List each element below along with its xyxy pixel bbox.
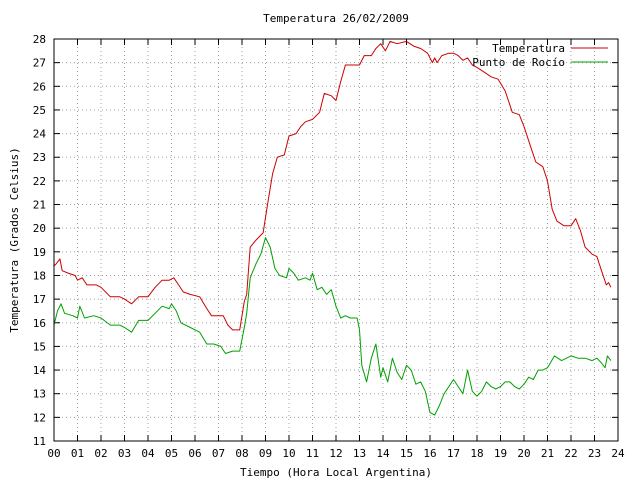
y-tick-label: 21 <box>33 199 46 212</box>
x-tick-label: 24 <box>611 447 625 460</box>
x-tick-label: 14 <box>376 447 390 460</box>
x-tick-label: 11 <box>306 447 319 460</box>
legend-label-0: Temperatura <box>492 42 565 55</box>
x-tick-label: 18 <box>470 447 483 460</box>
y-tick-label: 15 <box>33 340 46 353</box>
y-tick-label: 27 <box>33 57 46 70</box>
y-axis-label: Temperatura (Grados Celsius) <box>8 147 21 332</box>
x-tick-label: 22 <box>564 447 577 460</box>
x-tick-label: 06 <box>188 447 201 460</box>
y-tick-label: 25 <box>33 104 46 117</box>
y-tick-label: 20 <box>33 222 46 235</box>
x-tick-label: 19 <box>494 447 507 460</box>
x-tick-label: 02 <box>94 447 107 460</box>
x-tick-label: 04 <box>141 447 155 460</box>
y-tick-label: 28 <box>33 33 46 46</box>
x-tick-label: 09 <box>259 447 272 460</box>
grid-lines <box>54 39 618 441</box>
y-tick-label: 11 <box>33 435 46 448</box>
legend-label-1: Punto de Rocío <box>472 56 565 69</box>
series-line-0 <box>53 40 612 331</box>
x-tick-label: 15 <box>400 447 413 460</box>
axis-ticks <box>53 38 619 442</box>
x-axis-label: Tiempo (Hora Local Argentina) <box>240 466 432 479</box>
x-tick-label: 12 <box>329 447 342 460</box>
series-line-1 <box>53 237 612 416</box>
x-tick-label: 01 <box>71 447 84 460</box>
x-tick-label: 23 <box>588 447 601 460</box>
x-tick-label: 21 <box>541 447 554 460</box>
y-tick-label: 19 <box>33 246 46 259</box>
y-tick-label: 13 <box>33 388 46 401</box>
x-tick-label: 20 <box>517 447 530 460</box>
x-tick-label: 13 <box>353 447 366 460</box>
y-tick-label: 17 <box>33 293 46 306</box>
y-tick-label: 24 <box>33 128 47 141</box>
y-tick-label: 23 <box>33 151 46 164</box>
y-tick-label: 12 <box>33 411 46 424</box>
chart-title: Temperatura 26/02/2009 <box>263 12 409 25</box>
y-tick-label: 14 <box>33 364 47 377</box>
y-tick-label: 16 <box>33 317 46 330</box>
x-tick-label: 03 <box>118 447 131 460</box>
x-tick-label: 07 <box>212 447 225 460</box>
plot-frame <box>53 38 619 442</box>
x-tick-label: 05 <box>165 447 178 460</box>
x-tick-label: 17 <box>447 447 460 460</box>
x-tick-label: 00 <box>47 447 60 460</box>
x-tick-label: 08 <box>235 447 248 460</box>
y-tick-label: 18 <box>33 269 46 282</box>
x-tick-labels: 00 01 02 03 04 05 06 07 08 09 10 11 12 13 14 15 16 17 18 19… <box>47 447 625 460</box>
y-tick-label: 26 <box>33 80 46 93</box>
x-tick-label: 16 <box>423 447 436 460</box>
y-tick-label: 22 <box>33 175 46 188</box>
data-series <box>53 40 612 416</box>
x-tick-label: 10 <box>282 447 295 460</box>
y-tick-labels: 11 12 13 14 15 16 17 18 19 20 21 22 23 24 25 26 27 28 <box>33 33 47 448</box>
